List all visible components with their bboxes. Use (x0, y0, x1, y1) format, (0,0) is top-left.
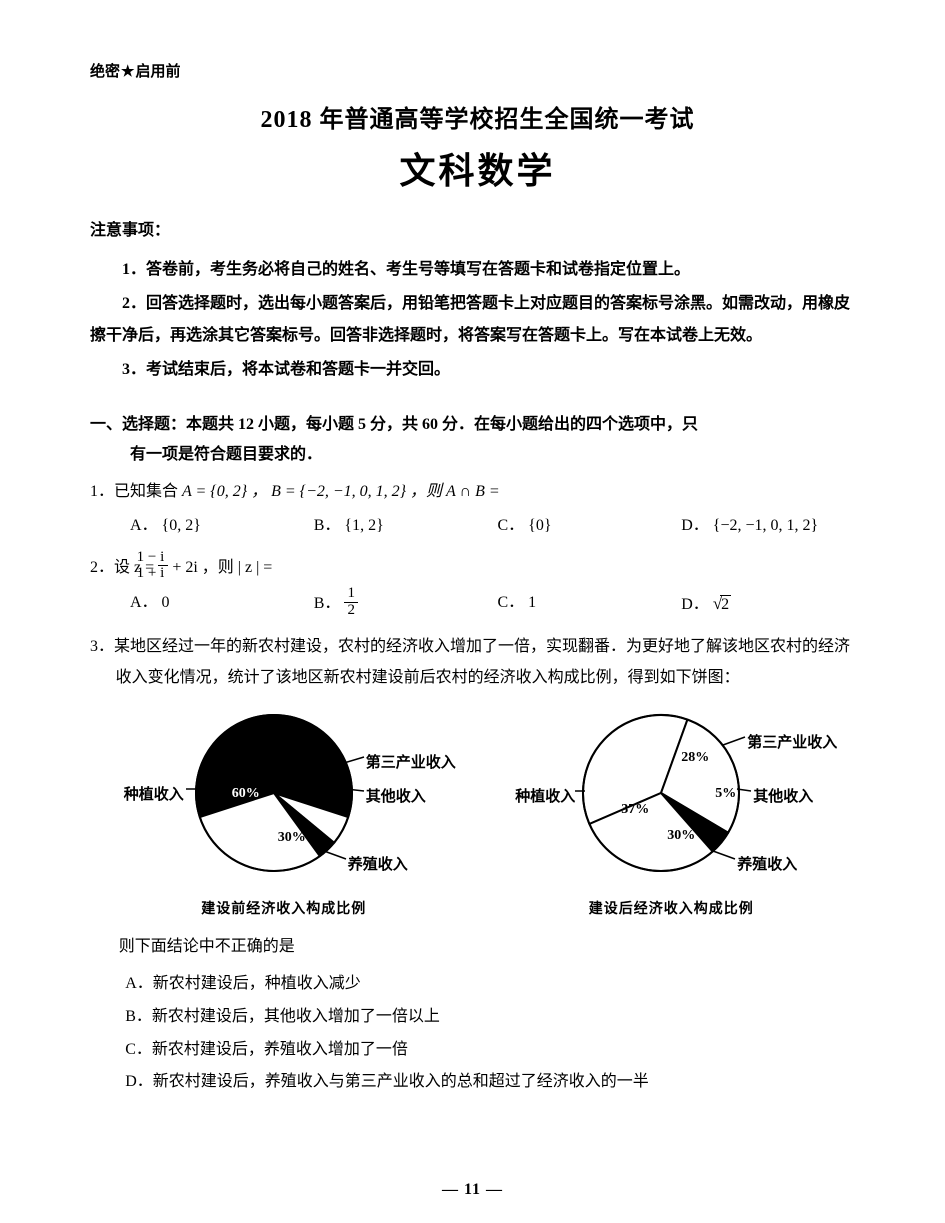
q1-opt-d: D． {−2, −1, 0, 1, 2} (681, 511, 865, 541)
q2-b-den: 2 (344, 603, 358, 619)
section-1-heading-l2: 有一项是符合题目要求的． (90, 440, 865, 470)
caption-before: 建设前经济收入构成比例 (201, 897, 366, 924)
classification-banner: 绝密★启用前 (90, 60, 865, 81)
label-tertiary-left: 第三产业收入 (366, 749, 456, 778)
pie-after-wrap: 种植收入 第三产业收入 其他收入 养殖收入 37% 28% 5% 30% (501, 701, 841, 891)
q2-opt-c: C． 1 (498, 588, 682, 621)
label-tertiary-right: 第三产业收入 (747, 729, 837, 758)
pie-before-block: 种植收入 第三产业收入 其他收入 养殖收入 60% 6% 4% 30% 建设前经… (114, 701, 454, 924)
notice-item-2: 2．回答选择题时，选出每小题答案后，用铅笔把答题卡上对应题目的答案标号涂黑。如需… (90, 288, 865, 352)
q2-d-radicand: 2 (720, 595, 731, 613)
notice-item-1: 1．答卷前，考生务必将自己的姓名、考生号等填写在答题卡和试卷指定位置上。 (90, 254, 865, 286)
section-1-heading-l1: 一、选择题：本题共 12 小题，每小题 5 分，共 60 分．在每小题给出的四个… (90, 416, 698, 433)
label-planting-right: 种植收入 (515, 783, 575, 812)
classification-before: 绝密 (90, 64, 120, 80)
q2-opt-d-prefix: D． (681, 596, 713, 613)
q1-math: A = {0, 2} ， B = {−2, −1, 0, 1, 2} ，则 A … (182, 483, 500, 500)
question-3: 3．某地区经过一年的新农村建设，农村的经济收入增加了一倍，实现翻番．为更好地了解… (90, 631, 865, 1100)
q2-b-num: 1 (344, 586, 358, 603)
label-other-right: 其他收入 (753, 783, 813, 812)
q1-stem-prefix: 1．已知集合 (90, 483, 182, 500)
pct-other-right: 5% (715, 781, 736, 808)
pct-breeding-left: 30% (278, 825, 306, 852)
page-number: — 11 — (0, 1181, 945, 1199)
q1-opt-a: A． {0, 2} (130, 511, 314, 541)
notice-heading: 注意事项： (90, 216, 865, 240)
q3-opt-a: A．新农村建设后，种植收入减少 (125, 968, 865, 1001)
q3-opt-c: C．新农村建设后，养殖收入增加了一倍 (125, 1034, 865, 1067)
exam-title-line1: 2018 年普通高等学校招生全国统一考试 (90, 99, 865, 134)
caption-after: 建设后经济收入构成比例 (589, 897, 754, 924)
q2-opt-b: B． 12 (314, 588, 498, 621)
exam-title-line2: 文科数学 (90, 142, 865, 194)
pct-other-left: 4% (314, 779, 335, 806)
pie-charts-row: 种植收入 第三产业收入 其他收入 养殖收入 60% 6% 4% 30% 建设前经… (90, 701, 865, 924)
q1-stem: 1．已知集合 A = {0, 2} ， B = {−2, −1, 0, 1, 2… (90, 477, 865, 507)
q2-options: A． 0 B． 12 C． 1 D． 2 (90, 588, 865, 621)
q1-opt-b: B． {1, 2} (314, 511, 498, 541)
pct-planting-left: 60% (232, 781, 260, 808)
q2-opt-b-prefix: B． (314, 595, 345, 612)
label-other-left: 其他收入 (366, 783, 426, 812)
question-2: 2．设 z = 1 − i1 + i + 2i ，则 | z | = A． 0 … (90, 552, 865, 621)
label-breeding-right: 养殖收入 (737, 851, 797, 880)
q2-opt-b-frac: 12 (344, 586, 358, 619)
pct-planting-right: 37% (621, 797, 649, 824)
star-icon: ★ (121, 64, 134, 80)
pie-after-block: 种植收入 第三产业收入 其他收入 养殖收入 37% 28% 5% 30% 建设后… (501, 701, 841, 924)
q2-opt-d: D． 2 (681, 588, 865, 621)
section-1-heading: 一、选择题：本题共 12 小题，每小题 5 分，共 60 分．在每小题给出的四个… (90, 410, 865, 471)
q3-options: A．新农村建设后，种植收入减少 B．新农村建设后，其他收入增加了一倍以上 C．新… (90, 968, 865, 1099)
q2-stem-suffix: + 2i ，则 | z | = (168, 558, 272, 575)
label-breeding-left: 养殖收入 (348, 851, 408, 880)
q1-options: A． {0, 2} B． {1, 2} C． {0} D． {−2, −1, 0… (90, 511, 865, 541)
q3-stem: 3．某地区经过一年的新农村建设，农村的经济收入增加了一倍，实现翻番．为更好地了解… (90, 631, 865, 693)
q3-opt-b: B．新农村建设后，其他收入增加了一倍以上 (125, 1001, 865, 1034)
pct-breeding-right: 30% (667, 823, 695, 850)
q2-frac-num: 1 − i (158, 550, 168, 567)
q3-followup: 则下面结论中不正确的是 (90, 932, 865, 962)
sqrt-icon: 2 (713, 588, 731, 620)
notice-item-3: 3．考试结束后，将本试卷和答题卡一并交回。 (90, 354, 865, 386)
label-planting-left: 种植收入 (124, 781, 184, 810)
pie-before-wrap: 种植收入 第三产业收入 其他收入 养殖收入 60% 6% 4% 30% (114, 701, 454, 891)
pct-tertiary-right: 28% (681, 745, 709, 772)
classification-after: 启用前 (135, 64, 180, 80)
q2-frac-den: 1 + i (158, 566, 168, 582)
question-1: 1．已知集合 A = {0, 2} ， B = {−2, −1, 0, 1, 2… (90, 477, 865, 542)
q2-fraction: 1 − i1 + i (158, 550, 168, 583)
q2-opt-a: A． 0 (130, 588, 314, 621)
q1-opt-c: C． {0} (498, 511, 682, 541)
q3-opt-d: D．新农村建设后，养殖收入与第三产业收入的总和超过了经济收入的一半 (125, 1066, 865, 1099)
q2-stem: 2．设 z = 1 − i1 + i + 2i ，则 | z | = (90, 552, 865, 585)
